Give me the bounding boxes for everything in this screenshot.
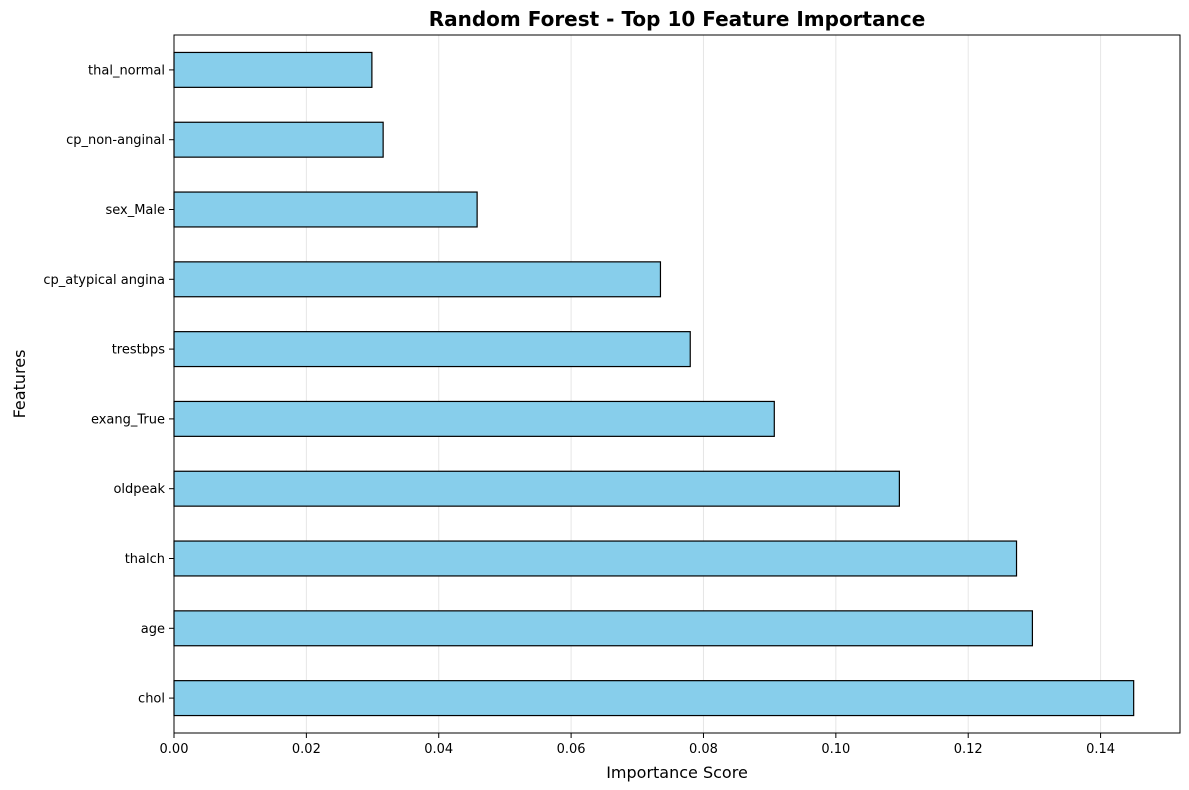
bars: [173, 51, 1135, 717]
bar-exang-true: [173, 400, 775, 437]
y-tick-label: age: [141, 622, 165, 637]
bar-thal-normal: [173, 51, 373, 88]
y-tick-label: cp_non-anginal: [66, 133, 165, 148]
y-tick-label: oldpeak: [113, 482, 165, 497]
bar-cp-atypical-angina: [173, 261, 662, 298]
bar-oldpeak: [173, 470, 900, 507]
x-tick-label: 0.10: [821, 742, 850, 757]
bar-thalch: [173, 540, 1018, 577]
x-tick-label: 0.02: [292, 742, 321, 757]
bar-sex-male: [173, 191, 478, 228]
x-axis-label: Importance Score: [606, 763, 748, 782]
bar-age: [173, 610, 1034, 647]
x-tick-label: 0.08: [689, 742, 718, 757]
y-tick-label: sex_Male: [105, 203, 165, 218]
y-tick-label: chol: [138, 692, 165, 707]
x-tick-label: 0.00: [160, 742, 189, 757]
y-tick-label: cp_atypical angina: [43, 273, 165, 288]
bar-cp-non-anginal: [173, 121, 384, 158]
y-tick-label: exang_True: [91, 412, 165, 427]
bar-chol: [173, 680, 1135, 717]
chart-title: Random Forest - Top 10 Feature Importanc…: [429, 7, 926, 31]
bar-trestbps: [173, 331, 691, 368]
y-axis-label: Features: [10, 350, 29, 419]
x-tick-label: 0.04: [424, 742, 453, 757]
y-tick-label: thalch: [125, 552, 165, 567]
x-ticks: 0.00 0.02 0.04 0.06 0.08 0.10 0.12 0.14: [160, 733, 1115, 757]
y-tick-label: trestbps: [112, 343, 166, 358]
x-tick-label: 0.12: [954, 742, 983, 757]
plot-frame: [173, 34, 1181, 734]
x-tick-label: 0.06: [557, 742, 586, 757]
x-tick-label: 0.14: [1086, 742, 1115, 757]
y-tick-label: thal_normal: [88, 63, 165, 78]
y-ticks: chol age thalch oldpeak exang_True trestbps cp…: [43, 63, 174, 707]
